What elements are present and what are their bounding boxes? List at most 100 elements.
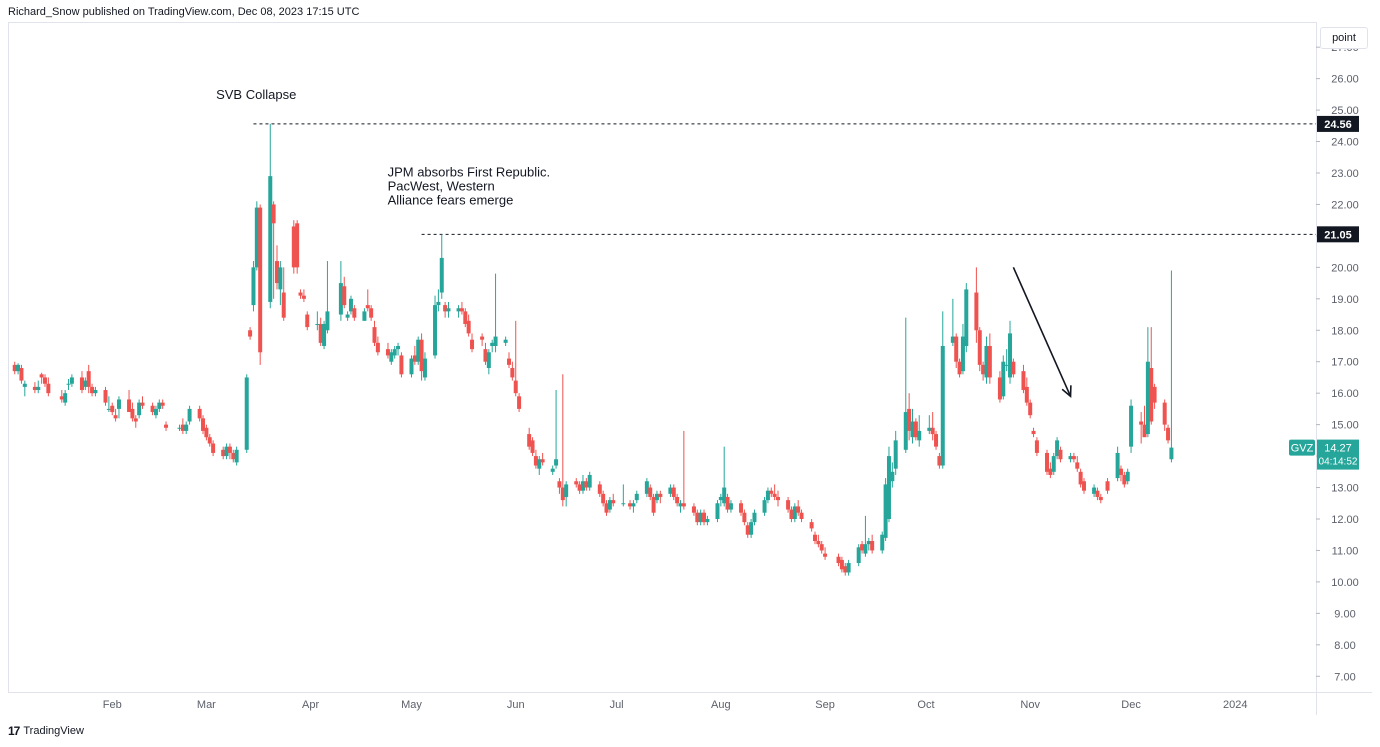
candle-body [792,506,797,519]
y-tick-label: 26.00 [1331,74,1359,86]
candle-body [369,308,374,318]
candle-body [742,512,747,523]
publish-credit: Richard_Snow published on TradingView.co… [8,6,360,18]
candle-body [728,503,733,510]
candle-body [12,364,17,372]
candle-body [69,377,74,384]
level-price-label: 24.56 [1324,119,1352,131]
candle-body [507,358,512,365]
candle-body [463,311,468,324]
candle-body [577,484,582,491]
arrow-shaft [1012,267,1072,397]
countdown-label: 04:14:52 [1319,457,1358,468]
candle-body [153,408,158,416]
symbol-label: GVZ [1291,443,1314,455]
y-tick-label: 12.00 [1331,514,1359,526]
tradingview-footer: 17 TradingView [8,724,84,738]
candle-body [587,474,592,488]
candle-body [819,544,824,551]
candle-body [812,534,817,542]
y-tick-label: 24.00 [1331,137,1359,149]
candle-body [1092,487,1097,494]
candle-body [1021,371,1026,391]
candle-body [224,446,229,457]
candle-body [651,496,656,513]
y-tick-label: 23.00 [1331,168,1359,180]
candle-body [964,289,969,346]
plot-frame [8,22,1317,693]
annotation-text: SVB Collapse [216,87,296,102]
annotations: SVB Collapse JPM absorbs First Republic.P… [216,87,550,207]
y-tick-label: 19.00 [1331,294,1359,306]
candle-body [295,223,300,268]
candle-body [16,364,21,372]
candle-body [762,500,767,513]
candle-body [251,267,256,306]
candle-body [459,308,464,312]
x-tick-label: Oct [917,699,934,711]
candle-body [863,544,868,554]
candle-body [268,176,273,302]
candle-body [839,559,844,570]
candle-body [416,339,421,362]
candle-body [362,311,367,321]
candle-body [365,305,370,309]
candle-body [654,493,659,501]
candle-body [634,493,639,501]
candle-body [278,267,283,290]
candle-body [187,408,192,422]
candle-body [517,396,522,409]
y-tick-label: 7.00 [1334,671,1355,683]
candle-body [765,490,770,501]
candle-body [433,305,438,356]
candle-body [271,204,276,224]
candle-body [1028,402,1033,416]
candle-body [1098,496,1103,501]
candle-body [1045,452,1050,472]
candle-body [419,339,424,372]
candle-body [745,525,750,535]
candle-body [1081,481,1086,491]
candle-body [456,308,461,312]
candle-body [644,481,649,494]
candle-body [930,427,935,435]
candle-body [527,434,532,447]
candle-body [715,503,720,519]
candle-body [133,418,138,422]
candle-body [305,314,310,328]
scale-mode-button[interactable]: point [1320,27,1368,49]
candle-body [776,496,781,501]
candle-body [59,396,64,400]
candle-body [934,434,939,447]
candle-body [621,503,626,505]
candle-body [301,295,306,299]
candle-body [150,405,155,413]
candle-body [254,207,259,268]
candle-body [604,503,609,513]
candle-body [1095,490,1100,497]
candle-body [385,349,390,356]
trend-arrow [1012,267,1072,399]
candle-body [564,484,569,497]
candle-body [127,399,132,413]
horizontal-levels [253,123,1316,235]
candle-body [823,553,828,557]
candle-body [927,427,932,431]
candle-body [1058,449,1063,460]
candle-body [974,292,979,331]
candle-body [883,484,888,538]
candle-body [702,512,707,523]
level-price-tag [1317,226,1359,243]
candle-body [197,408,202,419]
candle-body [1139,421,1144,425]
candle-body [1162,402,1167,425]
candle-body [671,487,676,497]
candle-body [903,412,908,450]
candle-body [749,522,754,535]
candle-body [940,345,945,466]
x-tick-label: Feb [103,699,122,711]
candle-body [1166,427,1171,441]
candle-body [510,368,515,378]
candle-body [960,336,965,372]
